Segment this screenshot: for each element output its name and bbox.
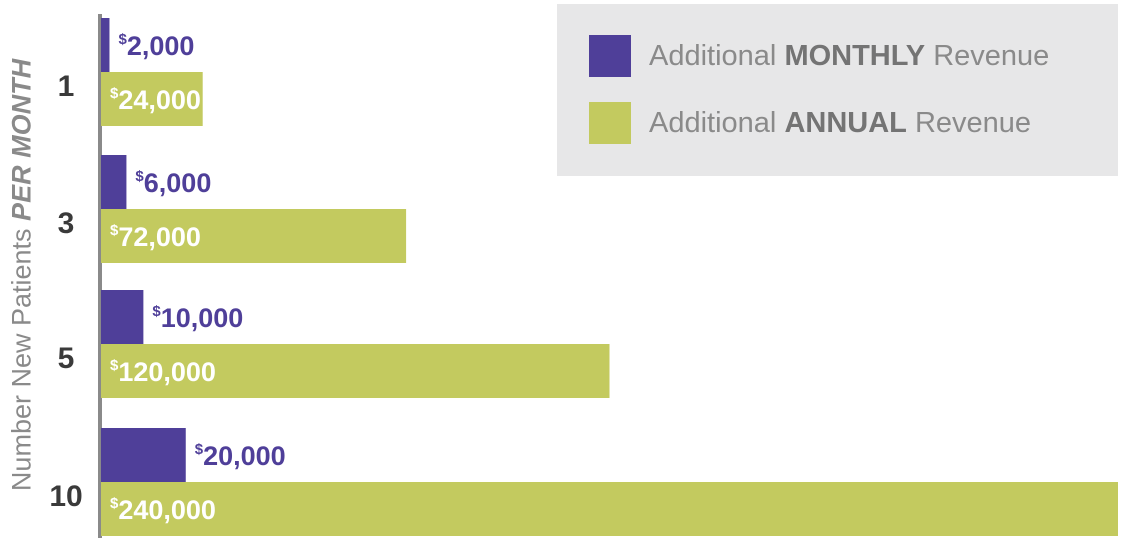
legend-item-annual: Additional ANNUAL Revenue [589,102,1031,144]
annual-value-label: $240,000 [110,495,216,525]
category-label: 1 [58,70,75,103]
monthly-bar [101,18,110,72]
monthly-bar [101,428,186,482]
legend-label-monthly: Additional MONTHLY Revenue [649,39,1050,72]
monthly-value-label: $2,000 [118,31,194,61]
annual-bar [101,482,1118,536]
annual-bar [101,72,203,126]
category-label: 5 [58,342,75,375]
legend-label-annual: Additional ANNUAL Revenue [649,106,1032,139]
legend-swatch-annual [589,102,631,144]
annual-value-label: $24,000 [110,85,201,115]
monthly-bar [101,290,144,344]
category-label: 3 [58,207,75,240]
annual-value-label: $72,000 [110,222,201,252]
annual-bar [101,344,610,398]
annual-value-label: $120,000 [110,357,216,387]
category-label: 10 [49,480,82,513]
monthly-bar [101,155,127,209]
legend-swatch-monthly [589,35,631,77]
monthly-value-label: $20,000 [195,441,286,471]
legend-item-monthly: Additional MONTHLY Revenue [589,35,1049,77]
monthly-value-label: $6,000 [135,168,211,198]
annual-bar [101,209,407,263]
legend: Additional MONTHLY Revenue Additional AN… [557,4,1118,176]
monthly-value-label: $10,000 [152,303,243,333]
